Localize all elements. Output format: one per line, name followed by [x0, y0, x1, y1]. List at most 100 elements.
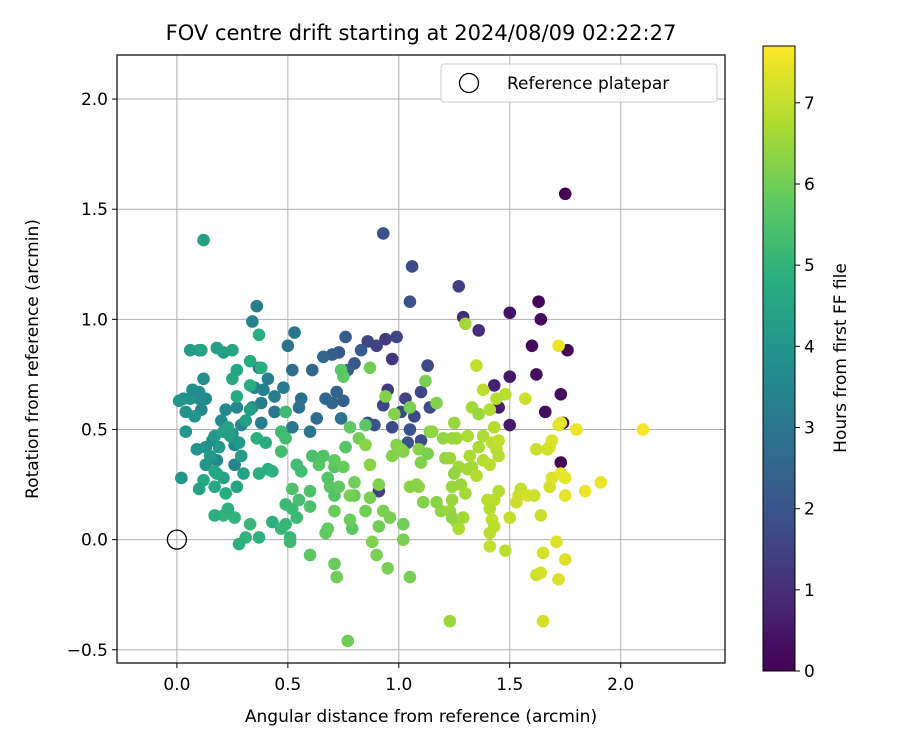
data-point	[532, 295, 545, 309]
data-point	[288, 326, 301, 339]
data-point	[303, 548, 317, 562]
data-point	[461, 429, 474, 443]
x-tick-label: 2.0	[607, 675, 634, 695]
data-point	[208, 480, 221, 494]
data-point	[476, 429, 490, 443]
data-point	[261, 372, 275, 386]
data-point	[230, 390, 244, 403]
data-point	[636, 423, 650, 436]
data-point	[266, 465, 279, 478]
data-point	[403, 295, 417, 309]
x-axis-label: Angular distance from reference (arcmin)	[245, 707, 597, 727]
data-point	[525, 339, 539, 353]
data-point	[281, 339, 295, 353]
data-point	[483, 502, 497, 516]
data-point	[334, 363, 348, 377]
data-point	[292, 493, 306, 507]
data-point	[188, 409, 201, 423]
data-point	[530, 443, 543, 456]
colorbar-tick-label: 7	[804, 94, 815, 114]
data-point	[530, 368, 543, 381]
x-axis-ticks: 0.0 0.5 1.0 1.5 2.0	[163, 663, 634, 695]
data-point	[372, 520, 386, 533]
data-point	[339, 440, 352, 454]
data-point	[279, 405, 292, 419]
data-point	[534, 313, 548, 326]
data-point	[341, 634, 355, 648]
colorbar-tick-label: 4	[804, 337, 815, 357]
data-point	[445, 493, 459, 507]
data-point	[527, 489, 541, 502]
data-point	[243, 379, 257, 392]
data-point	[237, 467, 250, 480]
data-point	[430, 396, 443, 410]
data-point	[232, 436, 246, 450]
colorbar-gradient	[762, 45, 796, 672]
colorbar-label: Hours from first FF file	[831, 263, 851, 453]
data-point	[414, 385, 428, 399]
data-point	[545, 434, 559, 447]
data-point	[390, 330, 403, 344]
data-point	[443, 614, 457, 628]
colorbar: 0 1 2 3 4 5 6 7 Hours from first FF file	[762, 45, 851, 682]
colorbar-tick-label: 0	[804, 662, 815, 682]
data-point	[219, 487, 233, 500]
data-point	[379, 332, 392, 346]
data-point	[459, 317, 472, 331]
data-point	[365, 535, 379, 549]
data-point	[452, 280, 466, 293]
data-point	[359, 418, 372, 432]
data-point	[396, 517, 410, 531]
data-point	[443, 451, 457, 465]
data-point	[554, 416, 568, 430]
data-point	[330, 385, 343, 399]
y-tick-label: 2.0	[81, 90, 108, 110]
plot-frame	[116, 54, 726, 664]
data-point	[305, 449, 319, 463]
data-point	[414, 456, 428, 469]
data-point	[254, 361, 268, 375]
data-point	[221, 502, 235, 516]
data-points	[166, 187, 650, 648]
data-point	[370, 548, 383, 562]
data-point	[430, 495, 443, 509]
data-point	[268, 390, 281, 403]
data-point	[410, 478, 423, 491]
data-point	[388, 407, 401, 421]
data-point	[230, 401, 244, 414]
data-point	[518, 392, 532, 405]
colorbar-tick-label: 3	[804, 418, 815, 438]
data-point	[396, 533, 410, 546]
data-point	[243, 403, 257, 416]
data-point	[234, 449, 248, 463]
data-point	[343, 513, 357, 527]
data-point	[266, 515, 279, 529]
data-point	[279, 432, 292, 445]
data-point	[252, 531, 266, 544]
y-tick-label: 0.0	[81, 531, 108, 551]
data-point	[492, 434, 505, 447]
data-point	[294, 465, 308, 478]
data-point	[503, 306, 517, 320]
data-point	[343, 489, 357, 502]
data-point	[179, 425, 193, 438]
data-point	[254, 416, 268, 430]
data-point	[208, 509, 221, 522]
data-point	[337, 394, 350, 408]
data-point	[243, 517, 257, 531]
legend-entry-reference: Reference platepar	[507, 74, 669, 94]
data-point	[223, 429, 237, 443]
data-point	[303, 425, 317, 438]
data-point	[183, 343, 197, 357]
data-point	[303, 484, 317, 498]
data-point	[268, 405, 281, 419]
data-point	[328, 454, 341, 467]
x-tick-label: 0.5	[274, 675, 301, 695]
data-point	[312, 458, 326, 472]
data-point	[279, 517, 292, 531]
data-point	[421, 359, 434, 372]
data-point	[199, 392, 213, 405]
data-point	[246, 315, 259, 328]
